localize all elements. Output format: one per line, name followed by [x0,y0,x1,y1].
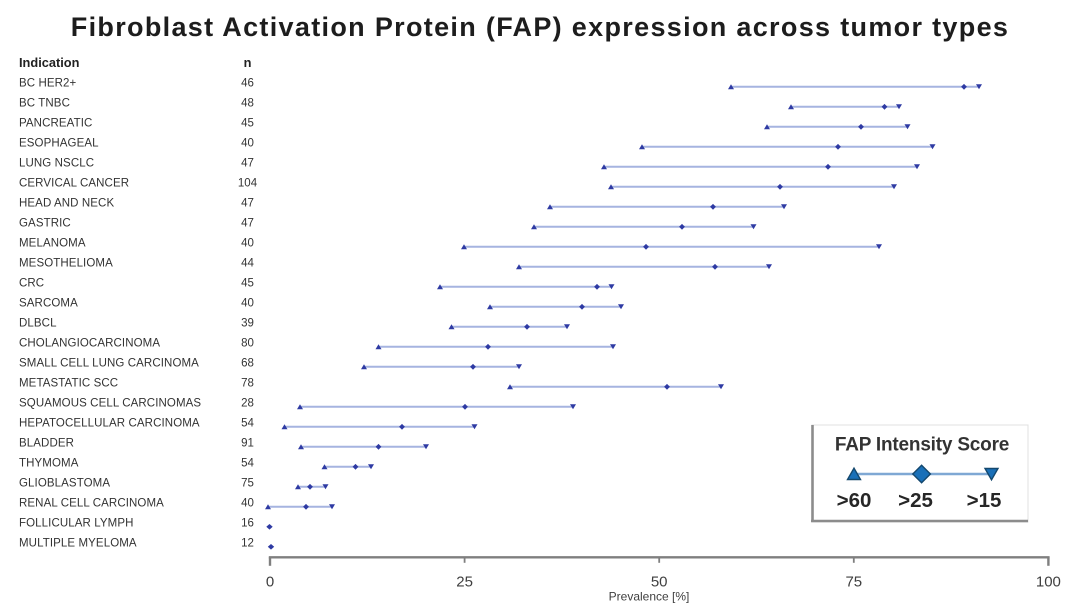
svg-text:SMALL CELL LUNG CARCINOMA: SMALL CELL LUNG CARCINOMA [19,357,199,369]
svg-text:46: 46 [241,77,254,89]
svg-text:47: 47 [241,217,254,229]
svg-text:DLBCL: DLBCL [19,317,57,329]
svg-text:68: 68 [241,357,254,369]
svg-text:>60: >60 [837,489,872,512]
svg-text:CHOLANGIOCARCINOMA: CHOLANGIOCARCINOMA [19,337,160,349]
svg-text:45: 45 [241,277,254,289]
svg-text:THYMOMA: THYMOMA [19,457,79,469]
svg-text:75: 75 [845,574,862,591]
svg-text:12: 12 [241,537,254,549]
svg-text:28: 28 [241,397,254,409]
svg-text:>25: >25 [898,489,933,512]
svg-text:45: 45 [241,117,254,129]
svg-text:BC HER2+: BC HER2+ [19,77,77,89]
svg-text:47: 47 [241,197,254,209]
svg-text:RENAL CELL CARCINOMA: RENAL CELL CARCINOMA [19,497,164,509]
svg-text:HEPATOCELLULAR CARCINOMA: HEPATOCELLULAR CARCINOMA [19,417,200,429]
svg-text:MULTIPLE MYELOMA: MULTIPLE MYELOMA [19,537,137,549]
svg-text:Indication: Indication [19,55,80,70]
svg-text:40: 40 [241,137,254,149]
svg-text:50: 50 [651,574,668,591]
svg-text:>15: >15 [967,489,1002,512]
svg-text:39: 39 [241,317,254,329]
svg-text:78: 78 [241,377,254,389]
svg-text:PANCREATIC: PANCREATIC [19,117,92,129]
svg-text:0: 0 [266,574,274,591]
svg-text:MESOTHELIOMA: MESOTHELIOMA [19,257,113,269]
svg-text:75: 75 [241,477,254,489]
svg-text:54: 54 [241,457,254,469]
svg-text:47: 47 [241,157,254,169]
svg-text:48: 48 [241,97,254,109]
svg-text:54: 54 [241,417,254,429]
svg-text:BLADDER: BLADDER [19,437,74,449]
svg-text:44: 44 [241,257,254,269]
svg-text:MELANOMA: MELANOMA [19,237,86,249]
svg-text:80: 80 [241,337,254,349]
svg-text:METASTATIC SCC: METASTATIC SCC [19,377,118,389]
svg-text:16: 16 [241,517,254,529]
svg-text:25: 25 [456,574,473,591]
svg-text:40: 40 [241,297,254,309]
svg-text:FOLLICULAR LYMPH: FOLLICULAR LYMPH [19,517,134,529]
svg-text:CRC: CRC [19,277,44,289]
svg-text:Fibroblast Activation Protein: Fibroblast Activation Protein (FAP) expr… [71,12,1010,42]
svg-text:91: 91 [241,437,254,449]
svg-text:FAP Intensity Score: FAP Intensity Score [835,435,1009,456]
svg-text:n: n [244,55,252,70]
svg-text:BC TNBC: BC TNBC [19,97,70,109]
svg-text:100: 100 [1036,574,1061,591]
svg-text:SARCOMA: SARCOMA [19,297,78,309]
svg-text:104: 104 [238,177,258,189]
svg-text:40: 40 [241,237,254,249]
svg-text:LUNG NSCLC: LUNG NSCLC [19,157,94,169]
svg-text:HEAD AND NECK: HEAD AND NECK [19,197,114,209]
svg-text:40: 40 [241,497,254,509]
svg-text:CERVICAL CANCER: CERVICAL CANCER [19,177,129,189]
svg-text:Prevalence [%]: Prevalence [%] [609,590,690,604]
svg-text:SQUAMOUS CELL CARCINOMAS: SQUAMOUS CELL CARCINOMAS [19,397,201,409]
svg-text:GLIOBLASTOMA: GLIOBLASTOMA [19,477,110,489]
svg-text:ESOPHAGEAL: ESOPHAGEAL [19,137,99,149]
svg-text:GASTRIC: GASTRIC [19,217,71,229]
